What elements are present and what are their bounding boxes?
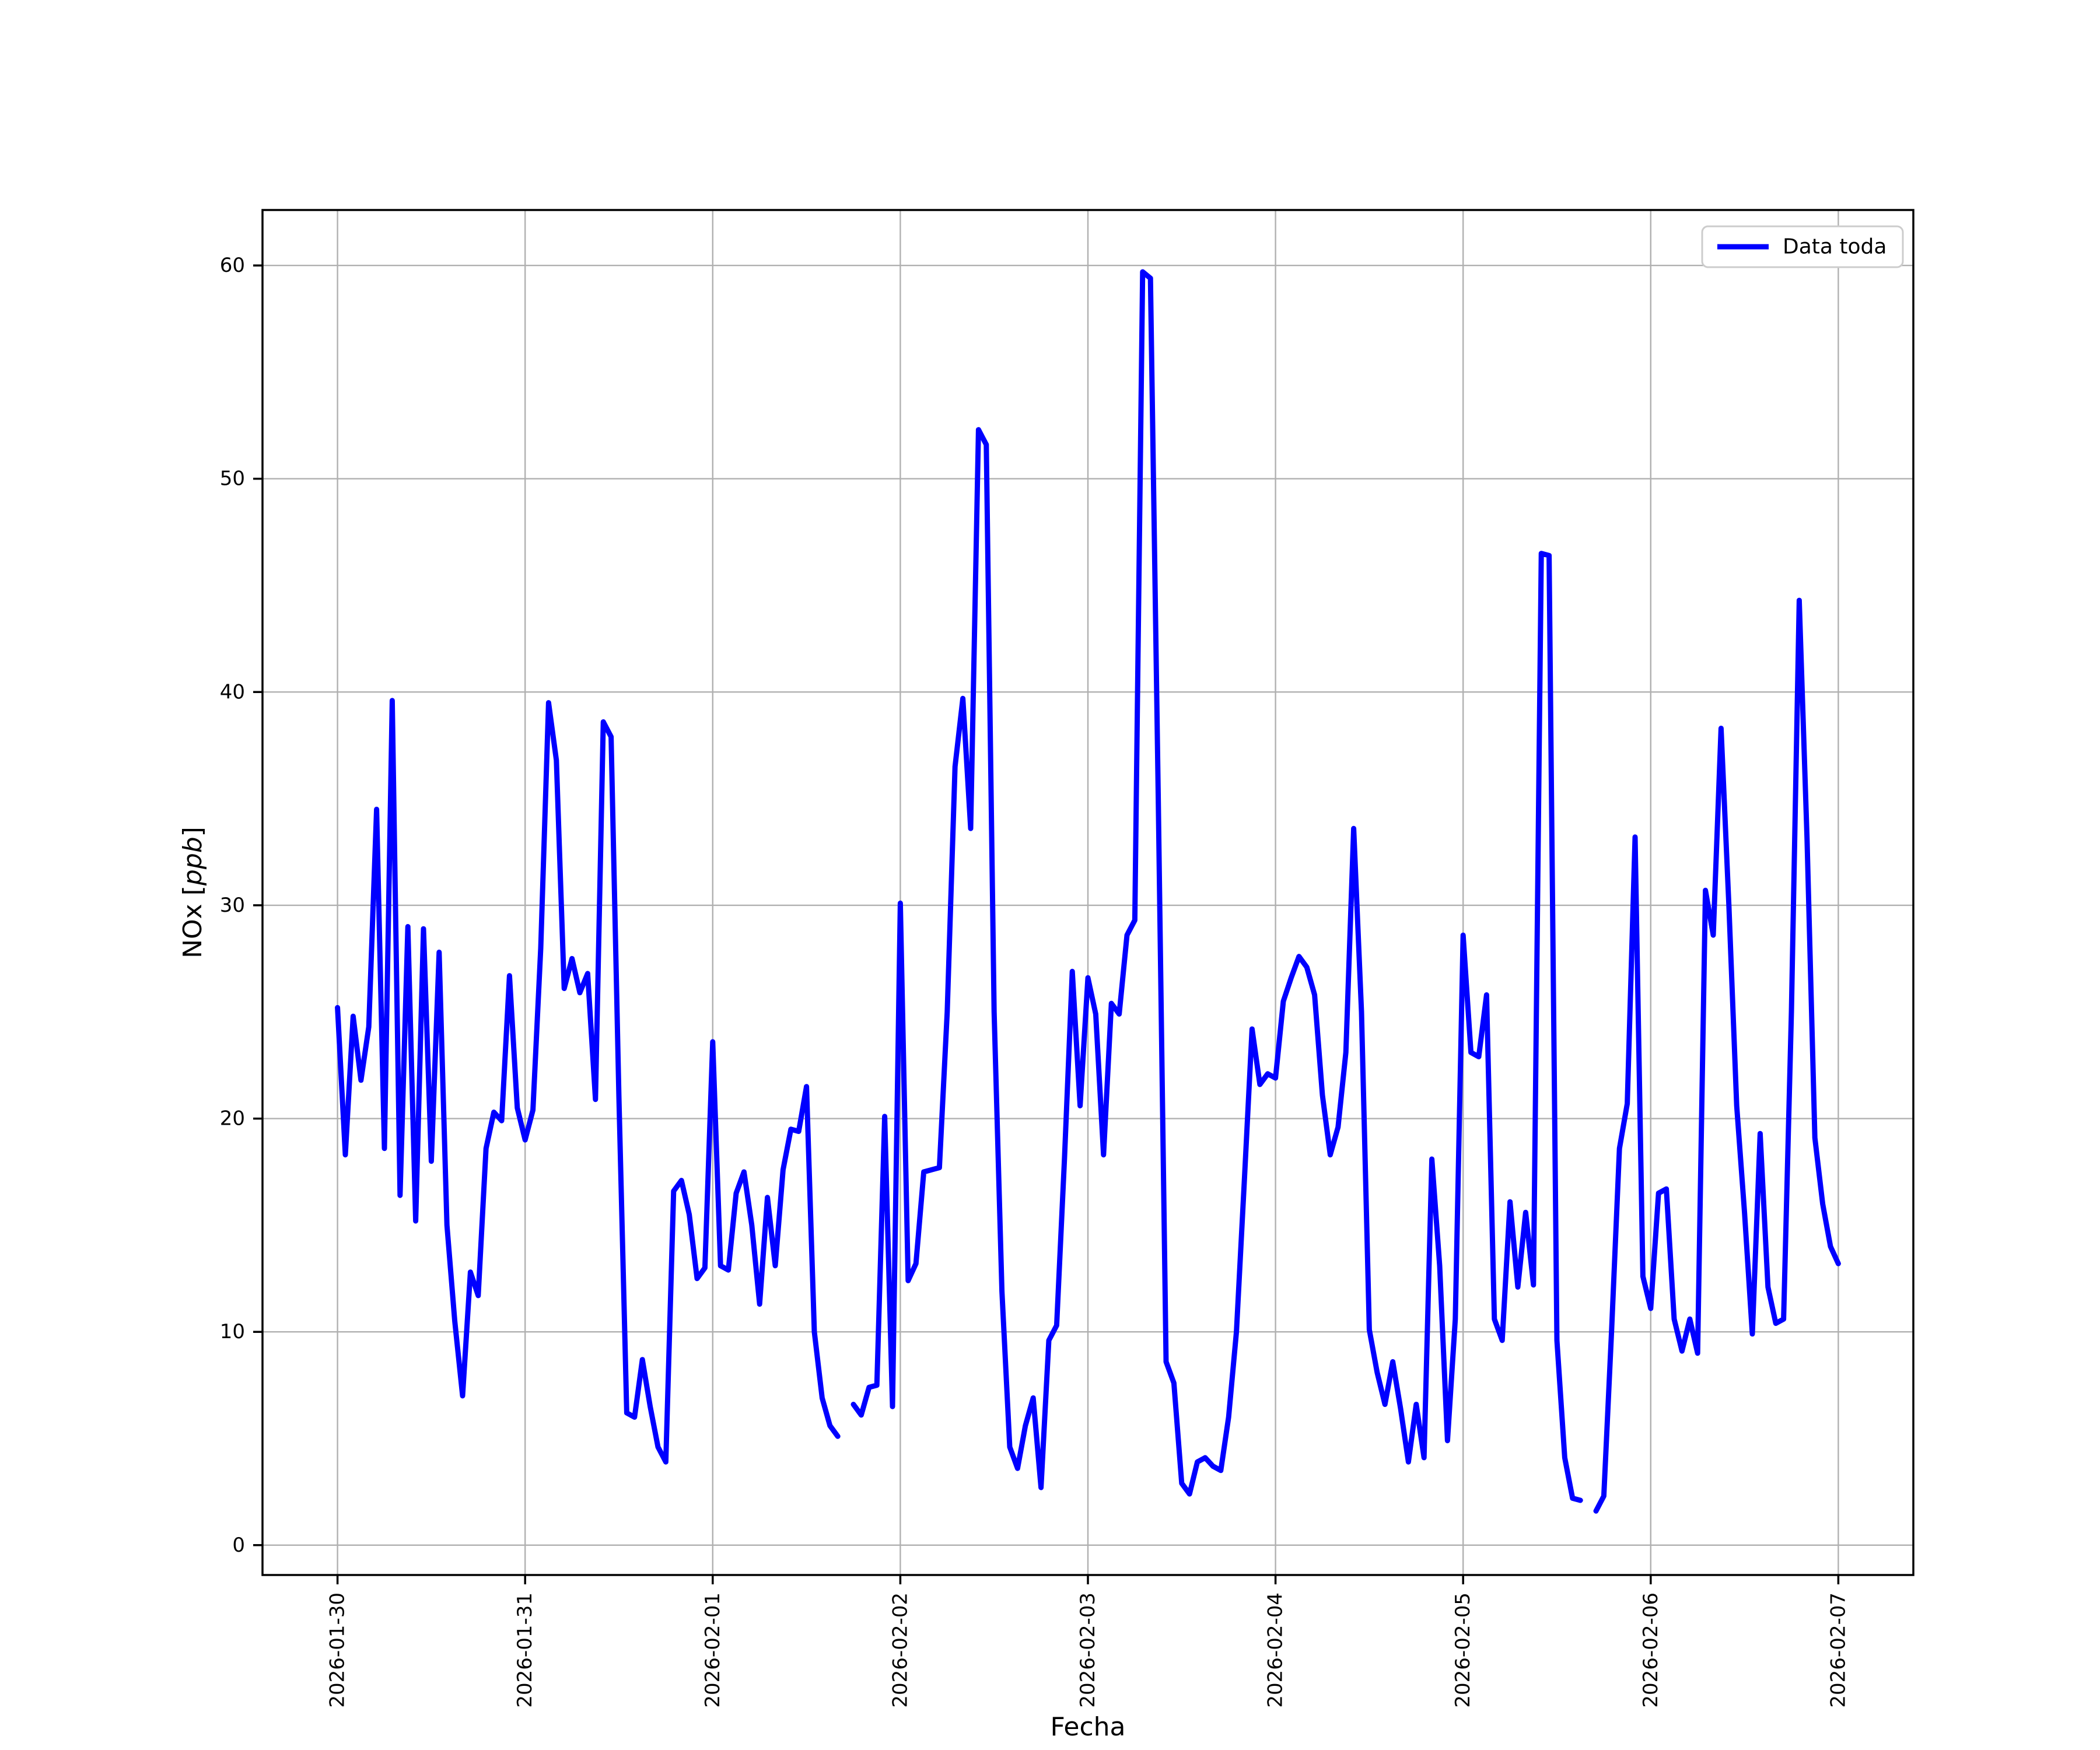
y-tick-label: 0 [232,1534,245,1557]
x-tick-label: 2026-02-05 [1451,1592,1475,1708]
y-tick-label: 20 [220,1107,245,1130]
y-axis-label-units: ppb [178,836,208,886]
y-axis-label-prefix: NOx [ [178,886,208,958]
x-tick-label: 2026-01-31 [513,1592,537,1708]
legend[interactable]: Data toda [1701,225,1904,268]
data-series-layer [335,269,1841,1514]
x-tick-label: 2026-02-02 [888,1592,912,1708]
y-tick-label: 40 [220,680,245,704]
x-tick-label: 2026-02-07 [1826,1592,1850,1708]
y-tick-label: 50 [220,467,245,491]
x-tick-label: 2026-02-06 [1639,1592,1662,1708]
x-tick-label: 2026-02-03 [1076,1592,1100,1708]
y-tick-label: 10 [220,1320,245,1343]
legend-frame [1701,225,1904,268]
y-axis-label-suffix: ] [178,827,208,836]
x-axis-label: Fecha [1050,1712,1125,1742]
y-tick-label: 60 [220,254,245,277]
x-tick-label: 2026-01-30 [326,1592,349,1708]
y-axis-label: NOx [ppb] [178,827,208,958]
legend-label: Data toda [1783,235,1887,259]
x-tick-label: 2026-02-04 [1264,1592,1287,1708]
x-tick-label: 2026-02-01 [701,1592,724,1708]
y-tick-label: 30 [220,894,245,917]
y-axis-ticks: 0 10 20 30 40 50 60 [220,254,262,1557]
x-axis-ticks: 2026-01-30 2026-01-31 2026-02-01 2026-02-02… [326,1575,1850,1708]
grid-lines [262,210,1913,1575]
series-path [335,269,1841,1514]
